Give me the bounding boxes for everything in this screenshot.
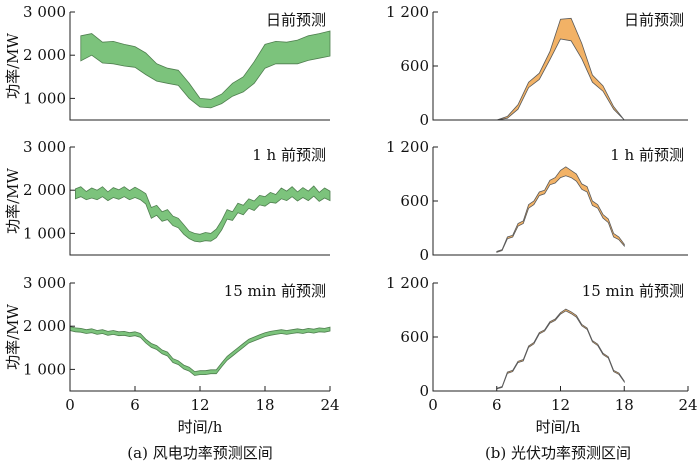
y-tick-label: 2 000 (23, 317, 66, 335)
y-axis-label: 功率/MW (4, 168, 22, 234)
band-b-dayahead (496, 17, 625, 121)
y-tick-label: 3 000 (23, 3, 66, 21)
y-tick-label: 1 000 (23, 224, 66, 242)
y-tick-label: 0 (419, 246, 429, 264)
x-tick-label: 0 (65, 396, 75, 414)
y-tick-label: 3 000 (23, 138, 66, 156)
panel-title-a-1h: 1 h 前预测 (252, 146, 326, 164)
x-tick-label: 0 (428, 396, 438, 414)
x-tick-label: 6 (492, 396, 502, 414)
y-axis-label: 功率/MW (4, 33, 22, 99)
y-tick-label: 0 (419, 111, 429, 129)
y-tick-label: 2 000 (23, 46, 66, 64)
panel-title-b-15min: 15 min 前预测 (582, 282, 684, 300)
y-tick-label: 1 200 (386, 3, 429, 21)
x-tick-label: 18 (255, 396, 274, 414)
y-tick-label: 3 000 (23, 274, 66, 292)
panel-b-dayahead: 0 600 1 200 日前预测 (386, 3, 688, 129)
x-axis-label-a: 时间/h (178, 418, 223, 436)
axes-a-1h (69, 147, 330, 256)
x-tick-label: 12 (551, 396, 570, 414)
x-tick-label: 12 (190, 396, 209, 414)
band-a-dayahead (80, 30, 331, 109)
axes-a-dayahead (69, 12, 330, 121)
panel-b-15min: 0 600 1 200 0 6 12 18 24 15 min 前预测 (386, 274, 698, 414)
x-axis-label-b: 时间/h (536, 418, 581, 436)
band-a-15min (69, 326, 331, 376)
panel-b-1h: 0 600 1 200 1 h 前预测 (386, 138, 688, 264)
x-tick-label: 24 (320, 396, 339, 414)
y-axis-label: 功率/MW (4, 304, 22, 370)
y-tick-label: 2 000 (23, 181, 66, 199)
y-tick-label: 1 200 (386, 274, 429, 292)
y-tick-label: 600 (400, 57, 429, 75)
x-tick-label: 24 (678, 396, 697, 414)
band-a-1h (75, 185, 331, 243)
y-tick-label: 0 (419, 382, 429, 400)
panel-title-b-1h: 1 h 前预测 (610, 146, 684, 164)
band-b-15min (496, 308, 625, 390)
panel-title-a-dayahead: 日前预测 (266, 11, 326, 29)
y-tick-label: 600 (400, 192, 429, 210)
y-tick-label: 1 000 (23, 89, 66, 107)
x-tick-label: 6 (130, 396, 140, 414)
y-tick-label: 1 000 (23, 360, 66, 378)
caption-b: (b) 光伏功率预测区间 (485, 444, 631, 462)
y-tick-label: 1 200 (386, 138, 429, 156)
x-tick-label: 18 (615, 396, 634, 414)
y-tick-label: 600 (400, 328, 429, 346)
band-b-1h (496, 166, 625, 253)
caption-a: (a) 风电功率预测区间 (127, 444, 272, 462)
panel-title-a-15min: 15 min 前预测 (224, 282, 326, 300)
panel-title-b-dayahead: 日前预测 (624, 11, 684, 29)
